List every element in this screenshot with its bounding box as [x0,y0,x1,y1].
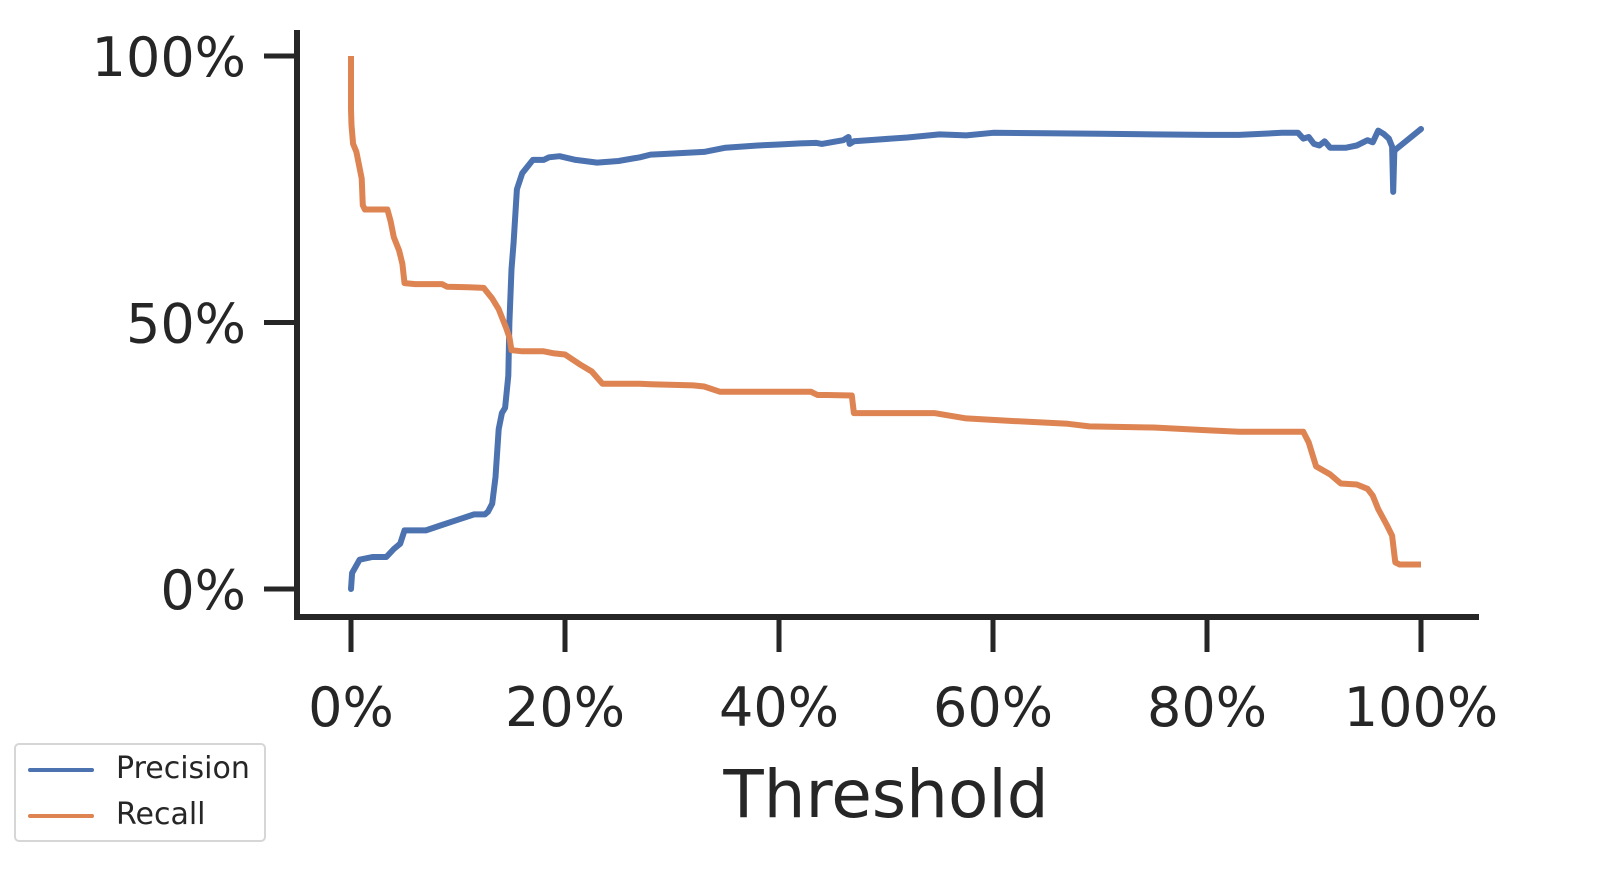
y-tick-label: 50% [126,293,246,356]
x-axis-ticks: 0% 20% 40% 60% 80% 100% [308,617,1498,739]
x-tick-label: 40% [719,676,839,739]
legend-item-precision: Precision [16,749,264,789]
recall-swatch-icon [28,814,94,818]
y-tick-label: 100% [92,26,246,89]
precision-swatch-icon [28,768,94,772]
y-tick-label: 0% [160,559,246,622]
x-tick-label: 0% [308,676,394,739]
x-axis-title: Threshold [722,756,1048,833]
x-tick-label: 60% [933,676,1053,739]
y-axis-ticks: 0% 50% 100% [92,26,297,622]
x-tick-label: 80% [1147,676,1267,739]
legend-label-recall: Recall [116,797,206,832]
x-tick-label: 100% [1344,676,1498,739]
precision-line [348,126,1424,592]
legend-item-recall: Recall [16,795,264,835]
x-tick-label: 20% [505,676,625,739]
recall-line [348,56,1421,568]
legend-label-precision: Precision [116,751,250,786]
legend: Precision Recall [14,743,266,842]
